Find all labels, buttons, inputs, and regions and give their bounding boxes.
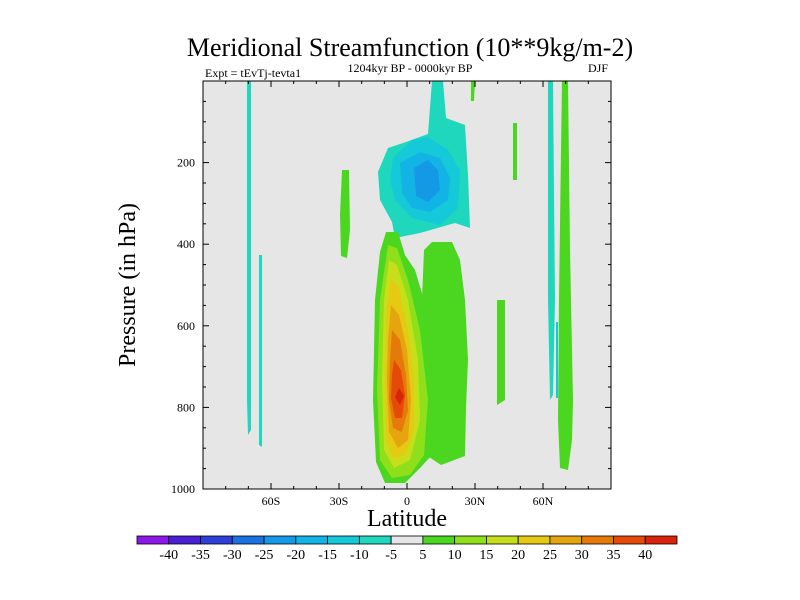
colorbar-label: 35	[606, 548, 620, 563]
contour-nh-streak-6	[556, 322, 558, 398]
colorbar-label: -15	[318, 548, 337, 563]
x-tick-label: 60N	[533, 494, 554, 508]
colorbar-swatch	[231, 535, 265, 545]
plot-area	[202, 80, 612, 490]
x-tick-label: 30N	[465, 494, 486, 508]
y-axis: 200 400 600 800 1000	[171, 100, 611, 496]
contour-nh-streak-5	[558, 81, 573, 470]
contour-sh-streak	[247, 81, 251, 435]
contour-pos-35	[391, 360, 405, 418]
contour-nh-streak-3	[497, 300, 505, 405]
colorbar: -40 -35 -30 -25 -20 -15 -10 -5 5 10 15 20 25 30 35 40	[136, 535, 678, 563]
colorbar-swatch	[613, 535, 646, 545]
y-tick-label: 200	[177, 156, 195, 170]
colorbar-swatch	[136, 535, 170, 545]
colorbar-label: -20	[286, 548, 305, 563]
experiment-label: Expt = tEvTj-tevta1	[205, 66, 301, 80]
colorbar-swatch	[168, 535, 201, 545]
y-tick-label: 1000	[171, 482, 195, 496]
colorbar-swatch	[327, 535, 360, 545]
y-tick-label: 800	[177, 400, 195, 414]
colorbar-label: -40	[159, 548, 178, 563]
colorbar-swatch	[644, 535, 678, 545]
colorbar-swatch	[549, 535, 583, 545]
colorbar-swatch	[454, 535, 487, 545]
colorbar-label: 25	[543, 548, 557, 563]
contour-nh-streak-2	[513, 123, 517, 180]
y-tick-label: 600	[177, 319, 195, 333]
colorbar-label: 20	[511, 548, 525, 563]
colorbar-swatch	[358, 535, 392, 545]
colorbar-label: -30	[223, 548, 242, 563]
contour-nh-streak	[471, 81, 475, 101]
x-tick-label: 60S	[262, 494, 281, 508]
colorbar-swatch	[263, 535, 297, 545]
y-tick-label: 400	[177, 237, 195, 251]
contour-nh-streak-4	[548, 81, 555, 400]
season-label: DJF	[588, 61, 608, 75]
colorbar-swatch	[200, 535, 233, 545]
contour-sh-streak-2	[259, 255, 262, 447]
time-range-label: 1204kyr BP - 0000kyr BP	[348, 61, 473, 75]
x-tick-label: 30S	[330, 494, 349, 508]
colorbar-swatch	[295, 535, 328, 545]
colorbar-label: 10	[448, 548, 462, 563]
x-axis: 60S 30S 0 30N 60N	[225, 81, 589, 508]
contour-pos-40	[395, 388, 404, 405]
colorbar-label: -35	[191, 548, 210, 563]
colorbar-label: 30	[575, 548, 589, 563]
colorbar-swatch	[486, 535, 519, 545]
colorbar-label: -25	[255, 548, 274, 563]
colorbar-swatch	[581, 535, 614, 545]
x-axis-label: Latitude	[367, 506, 447, 532]
chart-title: Meridional Streamfunction (10**9kg/m-2)	[187, 33, 633, 62]
contour-sh-green-blob	[340, 170, 350, 258]
colorbar-label: -5	[385, 548, 397, 563]
colorbar-swatch	[422, 535, 456, 545]
colorbar-label: 15	[479, 548, 493, 563]
x-tick-label: 0	[404, 494, 410, 508]
colorbar-label: 5	[419, 548, 426, 563]
y-axis-label: Pressure (in hPa)	[115, 203, 141, 367]
colorbar-swatch	[517, 535, 551, 545]
colorbar-label: -10	[350, 548, 369, 563]
colorbar-label: 40	[638, 548, 652, 563]
colorbar-swatch	[390, 535, 424, 545]
contour-neg-20	[414, 160, 440, 202]
